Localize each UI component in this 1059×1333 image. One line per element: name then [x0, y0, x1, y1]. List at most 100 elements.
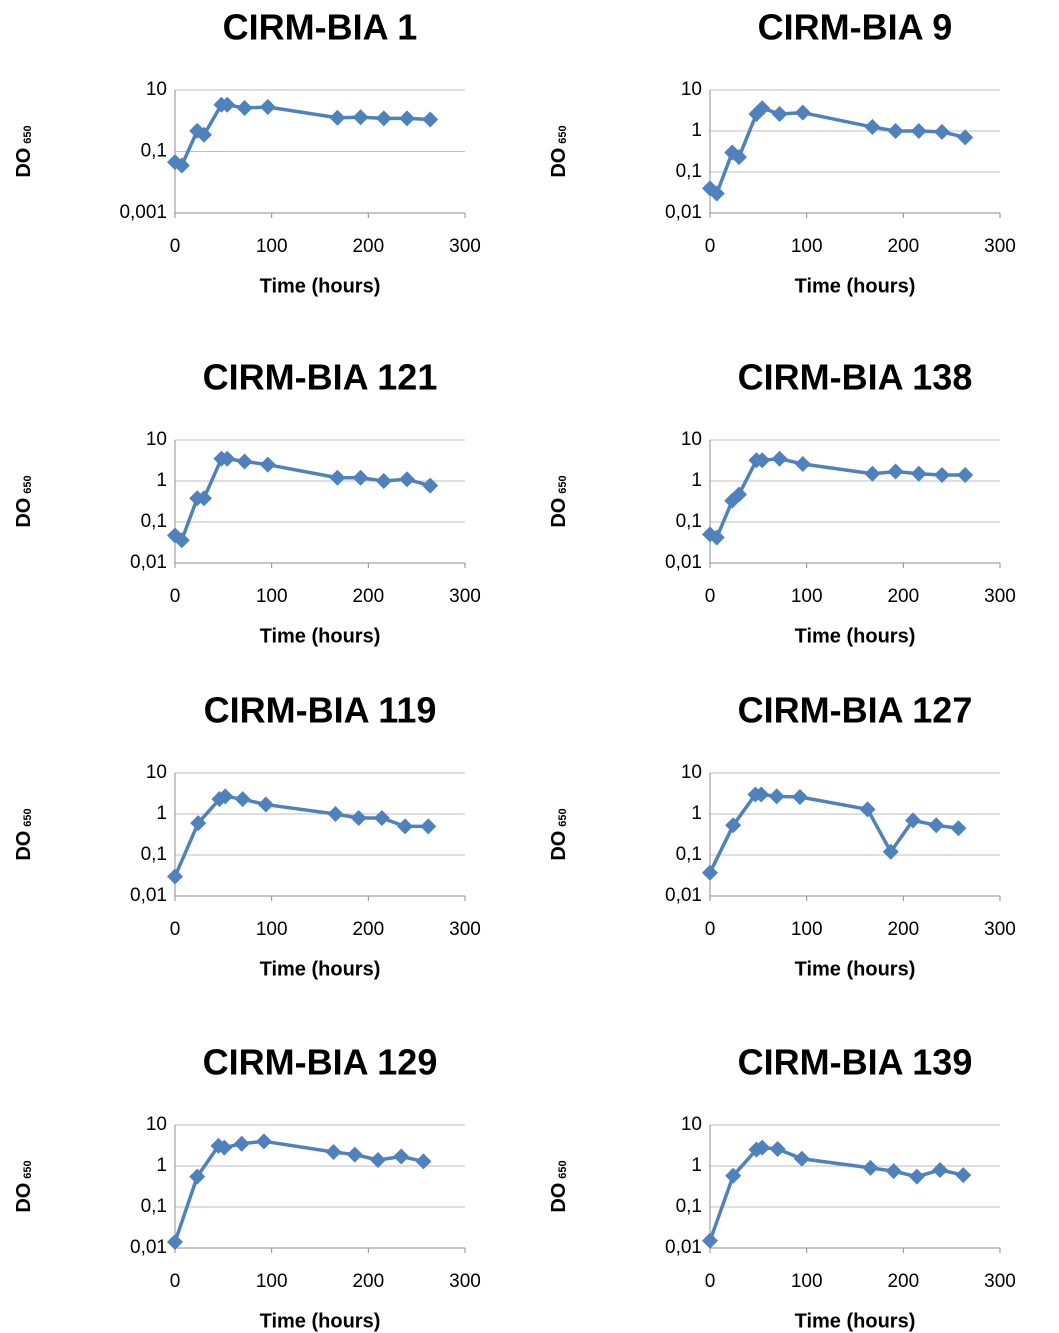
data-point — [255, 1133, 272, 1150]
x-tick-label: 200 — [352, 919, 384, 940]
data-point — [864, 119, 881, 136]
x-tick-label: 100 — [791, 586, 823, 607]
y-tick-label: 1 — [156, 470, 167, 491]
y-axis-label-subscript: 650 — [557, 1160, 569, 1178]
data-point — [415, 1153, 432, 1170]
y-axis-label-subscript: 650 — [557, 808, 569, 826]
y-tick-label: 0,1 — [676, 161, 702, 182]
y-axis-label-main: DO — [13, 831, 35, 861]
data-point — [422, 111, 439, 128]
data-point — [236, 453, 253, 470]
chart-title: CIRM-BIA 119 — [204, 690, 437, 731]
chart-title: CIRM-BIA 129 — [203, 1042, 438, 1083]
x-axis-label: Time (hours) — [795, 958, 916, 980]
x-tick-label: 100 — [791, 236, 823, 257]
y-tick-label: 10 — [146, 79, 167, 100]
data-point — [399, 110, 415, 127]
x-tick-label: 200 — [352, 586, 384, 607]
x-tick-label: 200 — [887, 1271, 919, 1292]
data-point — [257, 796, 274, 813]
data-point — [399, 471, 415, 488]
y-tick-label: 10 — [146, 762, 167, 783]
y-axis-label: DO 650 — [548, 125, 570, 177]
y-tick-label: 10 — [146, 429, 167, 450]
y-tick-label: 0,1 — [141, 1196, 167, 1217]
y-axis-label-main: DO — [13, 1183, 35, 1213]
data-point — [422, 477, 439, 494]
y-tick-label: 1 — [691, 470, 702, 491]
x-axis-label: Time (hours) — [795, 1310, 916, 1332]
data-point — [327, 806, 344, 822]
x-tick-label: 100 — [256, 586, 288, 607]
series-line — [173, 456, 431, 542]
y-axis-label-main: DO — [548, 148, 570, 178]
data-point — [731, 149, 747, 166]
y-axis-label-subscript: 650 — [22, 1160, 34, 1178]
data-point — [702, 864, 718, 881]
chart-title: CIRM-BIA 138 — [738, 357, 973, 398]
data-point — [754, 452, 771, 469]
data-point — [167, 1234, 183, 1251]
chart-title: CIRM-BIA 9 — [758, 7, 953, 48]
data-point — [420, 818, 437, 835]
x-tick-label: 300 — [449, 586, 481, 607]
y-axis-label-subscript: 650 — [22, 808, 34, 826]
chart-title: CIRM-BIA 127 — [738, 690, 973, 731]
data-point — [702, 1232, 718, 1249]
data-point — [793, 1150, 810, 1167]
data-point — [375, 110, 392, 127]
x-tick-label: 0 — [705, 586, 716, 607]
chart-title: CIRM-BIA 139 — [738, 1042, 973, 1083]
series-line — [708, 1145, 964, 1242]
data-point — [859, 801, 876, 818]
data-point — [882, 843, 899, 860]
data-point — [910, 465, 927, 482]
y-tick-label: 0,01 — [130, 885, 167, 906]
data-point — [934, 123, 950, 140]
x-tick-label: 0 — [705, 1271, 716, 1292]
data-point — [350, 809, 367, 826]
y-tick-label: 0,001 — [119, 202, 167, 223]
x-axis-label: Time (hours) — [795, 625, 916, 647]
y-tick-label: 10 — [681, 762, 702, 783]
data-point — [373, 809, 390, 826]
data-point — [794, 104, 811, 121]
chart-title: CIRM-BIA 121 — [203, 357, 438, 398]
y-tick-label: 1 — [691, 120, 702, 141]
data-point — [196, 126, 212, 143]
y-tick-label: 0,01 — [665, 885, 702, 906]
y-tick-label: 10 — [146, 1114, 167, 1135]
x-tick-label: 300 — [984, 586, 1016, 607]
y-tick-label: 10 — [681, 79, 702, 100]
x-tick-label: 0 — [705, 236, 716, 257]
x-tick-label: 200 — [887, 919, 919, 940]
y-tick-label: 0,1 — [676, 1196, 702, 1217]
data-point — [329, 109, 346, 126]
data-point — [173, 532, 190, 549]
y-tick-label: 0,1 — [676, 511, 702, 532]
data-point — [217, 788, 234, 805]
y-tick-label: 0,1 — [141, 511, 167, 532]
x-axis-label: Time (hours) — [260, 275, 381, 297]
data-point — [731, 486, 747, 503]
y-axis-label: DO 650 — [13, 125, 35, 177]
x-tick-label: 200 — [352, 1271, 384, 1292]
x-tick-label: 300 — [449, 919, 481, 940]
data-point — [754, 100, 771, 117]
data-point — [905, 812, 921, 829]
data-point — [329, 469, 346, 486]
y-tick-label: 1 — [156, 1155, 167, 1176]
x-tick-label: 100 — [791, 1271, 823, 1292]
y-axis-label: DO 650 — [548, 808, 570, 860]
y-axis-label: DO 650 — [13, 1160, 35, 1212]
data-point — [887, 463, 904, 480]
data-point — [934, 467, 950, 484]
data-point — [932, 1161, 949, 1178]
data-point — [708, 529, 725, 546]
x-tick-label: 0 — [170, 919, 181, 940]
data-point — [167, 868, 183, 885]
